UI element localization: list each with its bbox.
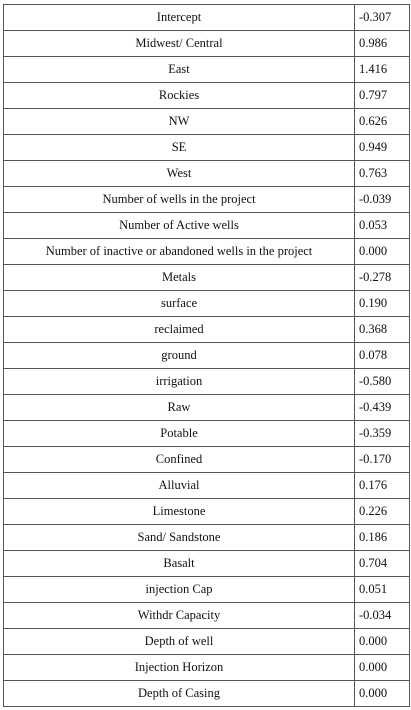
coefficient-value-cell: 0.000 (354, 238, 410, 265)
coefficient-value-cell: 0.186 (354, 524, 410, 551)
coefficient-value-cell: -0.039 (354, 186, 410, 213)
variable-name-cell: injection Cap (3, 576, 355, 603)
coefficient-value-cell: 0.949 (354, 134, 410, 161)
variable-name-cell: NW (3, 108, 355, 135)
variable-name-cell: Depth of Casing (3, 680, 355, 707)
coefficient-value-cell: 0.226 (354, 498, 410, 525)
variable-name-cell: Alluvial (3, 472, 355, 499)
coefficient-value-cell: -0.580 (354, 368, 410, 395)
table-row: Intercept -0.307 (3, 4, 410, 31)
table-row: reclaimed 0.368 (3, 316, 410, 343)
coefficient-value-cell: -0.278 (354, 264, 410, 291)
variable-name-cell: Number of wells in the project (3, 186, 355, 213)
table-row: East 1.416 (3, 56, 410, 83)
table-row: Number of Active wells 0.053 (3, 212, 410, 239)
coefficient-value-cell: -0.307 (354, 4, 410, 31)
variable-name-cell: Midwest/ Central (3, 30, 355, 57)
variable-name-cell: surface (3, 290, 355, 317)
table-row: Sand/ Sandstone 0.186 (3, 524, 410, 551)
coefficient-value-cell: 0.626 (354, 108, 410, 135)
coefficient-value-cell: 0.053 (354, 212, 410, 239)
coefficient-value-cell: 0.368 (354, 316, 410, 343)
coefficient-value-cell: -0.170 (354, 446, 410, 473)
table-row: Depth of Casing 0.000 (3, 680, 410, 707)
variable-name-cell: Withdr Capacity (3, 602, 355, 629)
table-row: NW 0.626 (3, 108, 410, 135)
coefficient-table: Intercept -0.307 Midwest/ Central 0.986 East… (3, 4, 410, 707)
table-row: Number of wells in the project -0.039 (3, 186, 410, 213)
coefficient-value-cell: 0.190 (354, 290, 410, 317)
variable-name-cell: reclaimed (3, 316, 355, 343)
variable-name-cell: Raw (3, 394, 355, 421)
variable-name-cell: Injection Horizon (3, 654, 355, 681)
table-row: Potable -0.359 (3, 420, 410, 447)
table-row: SE 0.949 (3, 134, 410, 161)
table-row: Injection Horizon 0.000 (3, 654, 410, 681)
variable-name-cell: East (3, 56, 355, 83)
variable-name-cell: Metals (3, 264, 355, 291)
table-row: Raw -0.439 (3, 394, 410, 421)
variable-name-cell: Limestone (3, 498, 355, 525)
table-row: ground 0.078 (3, 342, 410, 369)
coefficient-value-cell: -0.359 (354, 420, 410, 447)
variable-name-cell: Rockies (3, 82, 355, 109)
variable-name-cell: ground (3, 342, 355, 369)
coefficient-value-cell: 0.078 (354, 342, 410, 369)
coefficient-value-cell: 0.000 (354, 654, 410, 681)
variable-name-cell: Depth of well (3, 628, 355, 655)
variable-name-cell: Number of Active wells (3, 212, 355, 239)
table-row: West 0.763 (3, 160, 410, 187)
table-row: Number of inactive or abandoned wells in… (3, 238, 410, 265)
coefficient-value-cell: 1.416 (354, 56, 410, 83)
table-row: Midwest/ Central 0.986 (3, 30, 410, 57)
variable-name-cell: Intercept (3, 4, 355, 31)
variable-name-cell: West (3, 160, 355, 187)
table-row: Limestone 0.226 (3, 498, 410, 525)
table-row: Alluvial 0.176 (3, 472, 410, 499)
coefficient-value-cell: 0.000 (354, 680, 410, 707)
coefficient-value-cell: 0.986 (354, 30, 410, 57)
variable-name-cell: SE (3, 134, 355, 161)
variable-name-cell: Sand/ Sandstone (3, 524, 355, 551)
coefficient-value-cell: 0.051 (354, 576, 410, 603)
coefficient-value-cell: 0.797 (354, 82, 410, 109)
coefficient-value-cell: 0.176 (354, 472, 410, 499)
variable-name-cell: Potable (3, 420, 355, 447)
coefficient-value-cell: -0.439 (354, 394, 410, 421)
coefficient-value-cell: 0.704 (354, 550, 410, 577)
table-row: Depth of well 0.000 (3, 628, 410, 655)
table-row: injection Cap 0.051 (3, 576, 410, 603)
table-row: Withdr Capacity -0.034 (3, 602, 410, 629)
variable-name-cell: irrigation (3, 368, 355, 395)
variable-name-cell: Confined (3, 446, 355, 473)
coefficient-value-cell: -0.034 (354, 602, 410, 629)
table-row: Confined -0.170 (3, 446, 410, 473)
variable-name-cell: Number of inactive or abandoned wells in… (3, 238, 355, 265)
table-body: Intercept -0.307 Midwest/ Central 0.986 East… (3, 4, 410, 707)
table-row: surface 0.190 (3, 290, 410, 317)
variable-name-cell: Basalt (3, 550, 355, 577)
coefficient-value-cell: 0.763 (354, 160, 410, 187)
table-row: Metals -0.278 (3, 264, 410, 291)
table-row: irrigation -0.580 (3, 368, 410, 395)
coefficient-value-cell: 0.000 (354, 628, 410, 655)
table-row: Basalt 0.704 (3, 550, 410, 577)
table-row: Rockies 0.797 (3, 82, 410, 109)
